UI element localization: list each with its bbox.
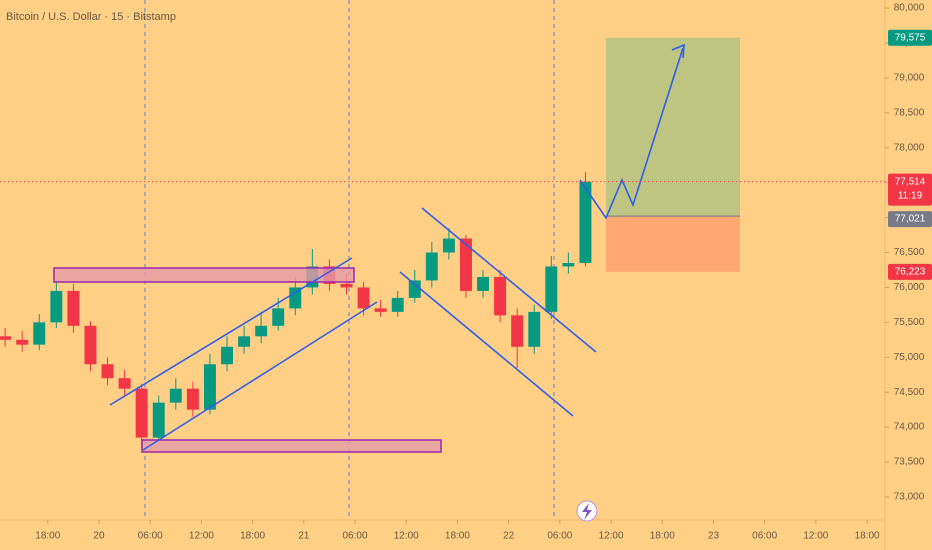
- candle-body: [50, 290, 63, 323]
- candle-body: [33, 322, 46, 345]
- candle-body: [459, 238, 472, 291]
- x-tick-label: 12:00: [189, 531, 214, 542]
- candle-body: [511, 315, 524, 347]
- y-tick-label: 78,000: [894, 142, 925, 153]
- y-tick-label: 76,500: [894, 247, 925, 258]
- candle-body: [425, 252, 438, 281]
- candle-body: [101, 364, 114, 379]
- y-tick-label: 73,000: [894, 492, 925, 503]
- target-label-badge: [888, 29, 932, 46]
- plot: [0, 37, 740, 449]
- x-tick-label: 06:00: [343, 531, 368, 542]
- candle-body: [391, 297, 404, 312]
- stop-label-badge: [888, 263, 932, 280]
- y-tick-label: 79,000: [894, 73, 925, 84]
- x-tick-label: 06:00: [138, 531, 163, 542]
- candle-body: [562, 262, 575, 267]
- candle-body: [579, 181, 592, 263]
- candle-body: [408, 280, 421, 298]
- drawings: [53, 43, 685, 522]
- x-tick-label: 18:00: [445, 531, 470, 542]
- x-tick-label: 06:00: [752, 531, 777, 542]
- candle-body: [238, 336, 251, 347]
- y-tick-label: 75,500: [894, 317, 925, 328]
- last-price-label: 77,514: [895, 176, 926, 187]
- x-tick-label: 18:00: [650, 531, 675, 542]
- y-tick-label: 80,000: [894, 3, 925, 14]
- stop-zone: [606, 216, 740, 272]
- x-tick-label: 23: [708, 531, 720, 542]
- last-price-label-badge: [888, 173, 932, 206]
- target-zone: [606, 37, 740, 217]
- y-tick-label: 76,000: [894, 282, 925, 293]
- candle-body: [152, 402, 165, 438]
- x-tick-label: 18:00: [855, 531, 880, 542]
- candle-body: [67, 290, 80, 326]
- entry-label: 77,021: [895, 214, 926, 225]
- x-tick-label: 20: [93, 531, 105, 542]
- x-tick-label: 18:00: [240, 531, 265, 542]
- x-tick-label: 12:00: [599, 531, 624, 542]
- candle-body: [169, 388, 182, 403]
- y-tick-label: 74,500: [894, 387, 925, 398]
- candle-body: [186, 388, 199, 410]
- candle-body: [494, 276, 507, 316]
- x-tick-label: 12:00: [394, 531, 419, 542]
- candle-body: [545, 266, 558, 312]
- chart-title: Bitcoin / U.S. Dollar · 15 · Bitstamp: [6, 11, 176, 23]
- x-tick-label: 21: [298, 531, 310, 542]
- candle-body: [135, 388, 148, 438]
- x-tick-label: 06:00: [547, 531, 572, 542]
- candle-body: [340, 283, 353, 288]
- y-tick-label: 75,000: [894, 352, 925, 363]
- x-tick-label: 12:00: [803, 531, 828, 542]
- candle-body: [477, 276, 490, 291]
- target-label: 79,575: [895, 32, 926, 43]
- candle-body: [528, 311, 541, 347]
- candle-body: [374, 308, 387, 312]
- candle-body: [272, 308, 285, 326]
- candle-body: [0, 336, 12, 340]
- entry-label-badge: [888, 211, 932, 228]
- y-tick-label: 78,500: [894, 107, 925, 118]
- y-tick-label: 74,000: [894, 422, 925, 433]
- x-tick-label: 22: [503, 531, 515, 542]
- candle-body: [16, 339, 29, 345]
- y-tick-label: 73,500: [894, 457, 925, 468]
- candle-body: [357, 287, 370, 309]
- stop-label: 76,223: [895, 266, 926, 277]
- candle-body: [203, 364, 216, 410]
- x-tick-label: 18:00: [35, 531, 60, 542]
- countdown: 11:19: [898, 190, 923, 201]
- candle-body: [118, 378, 131, 389]
- candle-body: [84, 325, 97, 365]
- candle-body: [289, 287, 302, 309]
- candle-body: [221, 346, 233, 365]
- candle-body: [255, 325, 268, 337]
- candle-body: [442, 238, 455, 253]
